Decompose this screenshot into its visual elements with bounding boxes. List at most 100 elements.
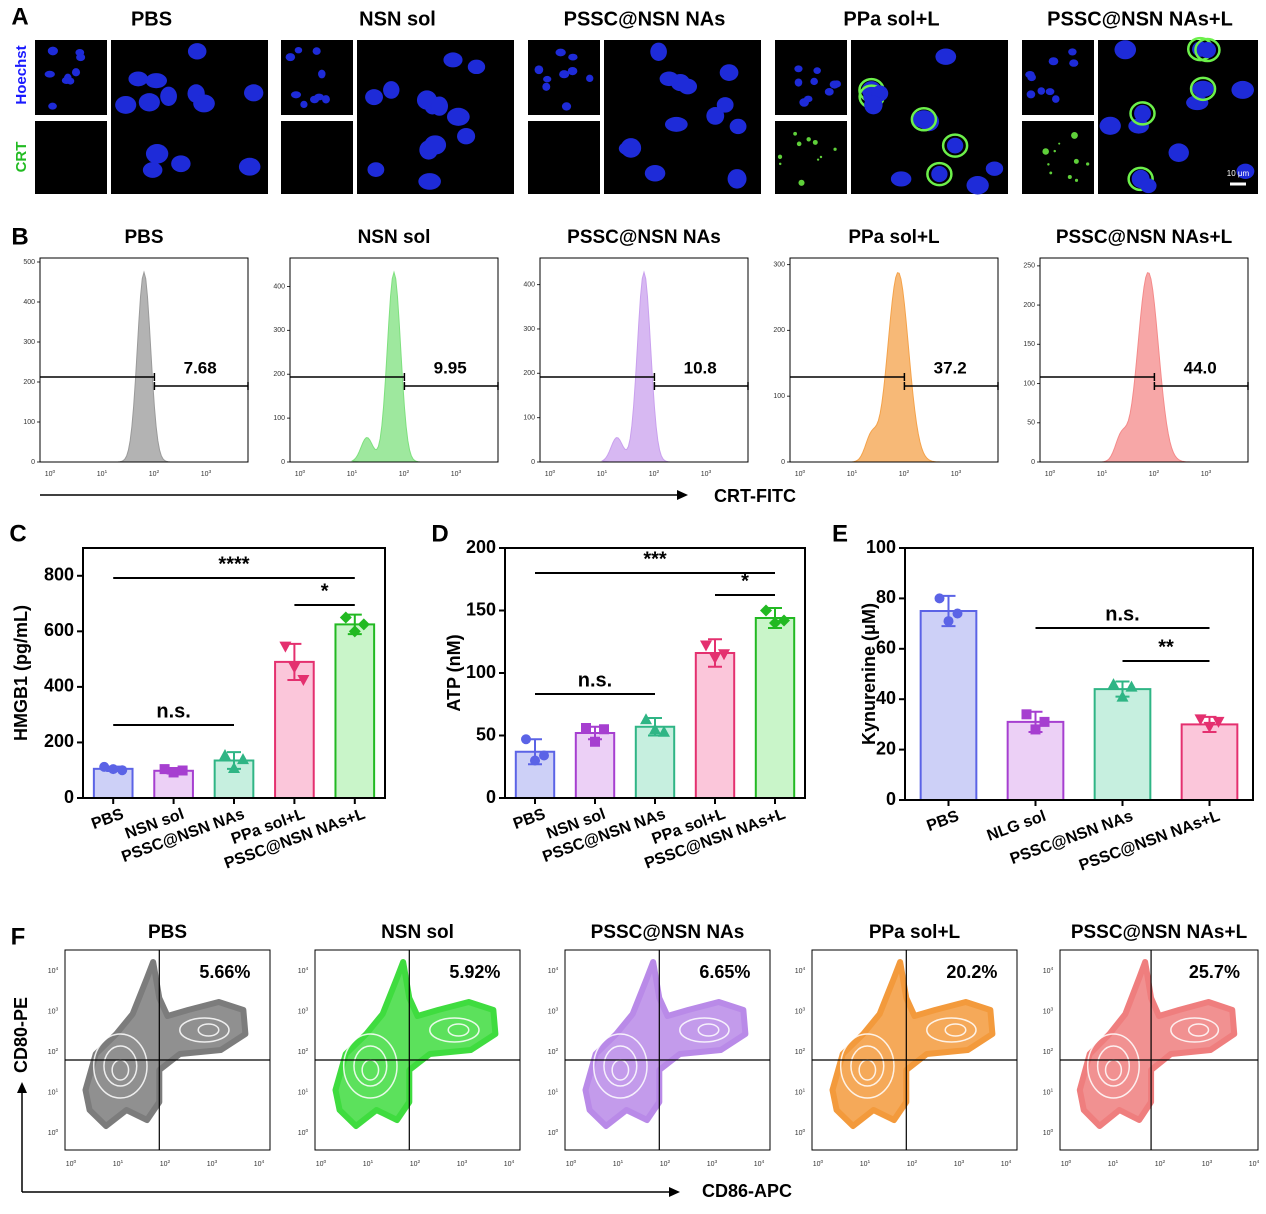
y-tick-label: 200 xyxy=(523,370,535,377)
y-tick-label: 100 xyxy=(466,662,496,682)
y-tick-label: 800 xyxy=(44,565,74,585)
tick-base: 10 xyxy=(254,1161,262,1168)
contour-line xyxy=(179,1017,230,1043)
y-tick-label: 400 xyxy=(23,299,35,306)
nucleus xyxy=(729,118,747,135)
y-tick-label: 50 xyxy=(1027,420,1035,427)
data-point xyxy=(1030,724,1041,735)
tick-base: 10 xyxy=(298,1009,306,1016)
tick-exponent: 3 xyxy=(1209,469,1212,475)
nucleus xyxy=(314,93,325,101)
x-tick-label: 103 xyxy=(707,1159,718,1168)
nucleus xyxy=(48,102,57,110)
tick-base: 10 xyxy=(160,1161,168,1168)
group-title: PPa sol+L xyxy=(843,8,939,30)
nucleus xyxy=(443,52,463,68)
y-tick-label: 103 xyxy=(298,1006,309,1015)
tick-exponent: 4 xyxy=(803,966,806,972)
nucleus xyxy=(1231,80,1254,99)
contour-line xyxy=(353,1045,388,1087)
bar xyxy=(754,617,796,799)
x-tick-label: 103 xyxy=(951,469,962,478)
nucleus xyxy=(1069,59,1079,67)
micrograph xyxy=(35,121,107,194)
y-tick-label: 400 xyxy=(273,283,285,290)
micrograph xyxy=(1022,121,1094,194)
data-point xyxy=(279,641,292,653)
x-tick-label: 102 xyxy=(410,1159,421,1168)
nucleus xyxy=(559,70,570,79)
tick-exponent: 0 xyxy=(803,1128,806,1134)
crt-signal xyxy=(806,137,811,142)
crt-signal xyxy=(796,141,802,147)
data-point xyxy=(1194,714,1207,726)
contour-line xyxy=(1086,1033,1140,1099)
tick-exponent: 2 xyxy=(1051,1047,1054,1053)
x-tick-label: 102 xyxy=(660,1159,671,1168)
data-point xyxy=(952,608,963,619)
plot-frame xyxy=(64,949,271,1151)
tick-base: 10 xyxy=(1001,1161,1009,1168)
nucleus xyxy=(160,86,177,107)
nucleus xyxy=(1192,80,1215,97)
contour-line xyxy=(926,1017,977,1043)
tick-exponent: 0 xyxy=(821,1159,824,1165)
axis-label: CD80-PE xyxy=(11,997,31,1073)
data-point xyxy=(288,662,301,674)
crt-signal xyxy=(1042,148,1049,155)
nucleus xyxy=(418,173,441,190)
nucleus xyxy=(659,71,679,87)
data-point xyxy=(658,725,670,737)
tick-exponent: 1 xyxy=(371,1159,374,1165)
significance-label: n.s. xyxy=(156,700,190,722)
plot-title: PSSC@NSN NAs+L xyxy=(1071,922,1248,943)
nucleus xyxy=(1048,57,1059,66)
tick-exponent: 2 xyxy=(56,1047,59,1053)
tick-exponent: 4 xyxy=(56,966,59,972)
tick-base: 10 xyxy=(795,1130,803,1137)
quadrant-percentage: 5.66% xyxy=(199,962,250,982)
plot-title: PSSC@NSN NAs+L xyxy=(1056,227,1233,248)
plot-title: PBS xyxy=(124,227,163,248)
nucleus xyxy=(47,46,58,56)
data-point xyxy=(108,764,119,775)
stain-label: CRT xyxy=(13,142,30,173)
stain-label: Hoechst xyxy=(13,45,30,104)
nucleus xyxy=(803,95,813,103)
data-point xyxy=(581,723,591,733)
nucleus xyxy=(365,89,383,106)
gate-label: 37.2 xyxy=(934,358,967,377)
panel-label: A xyxy=(11,3,28,30)
nucleus xyxy=(1099,116,1121,135)
nucleus xyxy=(171,155,191,173)
y-tick-label: 0 xyxy=(64,787,74,807)
tick-exponent: 4 xyxy=(1051,966,1054,972)
tick-base: 10 xyxy=(113,1161,121,1168)
x-tick-label: 100 xyxy=(545,469,556,478)
x-tick-label: 100 xyxy=(66,1159,77,1168)
nucleus xyxy=(138,93,160,112)
y-tick-label: 0 xyxy=(1031,459,1035,466)
tick-exponent: 3 xyxy=(56,1006,59,1012)
arrow-head xyxy=(669,1187,680,1197)
significance-label: * xyxy=(741,570,749,592)
nucleus xyxy=(1026,90,1036,99)
contour-outline xyxy=(582,959,749,1129)
y-tick-label: 0 xyxy=(886,789,896,809)
nucleus xyxy=(719,64,739,81)
x-tick-label: 101 xyxy=(363,1159,374,1168)
crt-signal xyxy=(798,179,805,186)
x-tick-label: PBS xyxy=(925,808,962,835)
tick-base: 10 xyxy=(298,968,306,975)
y-axis-label: Kynurenine (μM) xyxy=(859,603,879,745)
y-tick-label: 200 xyxy=(23,379,35,386)
data-point xyxy=(640,713,652,725)
quadrant-percentage: 25.7% xyxy=(1189,962,1240,982)
panel-label: D xyxy=(431,520,448,547)
data-point xyxy=(1039,716,1050,727)
nucleus xyxy=(561,102,572,111)
x-tick-label: PBS xyxy=(511,806,548,833)
significance-label: n.s. xyxy=(578,669,612,691)
x-tick-label: 104 xyxy=(1001,1159,1012,1168)
x-tick-label: 103 xyxy=(451,469,462,478)
